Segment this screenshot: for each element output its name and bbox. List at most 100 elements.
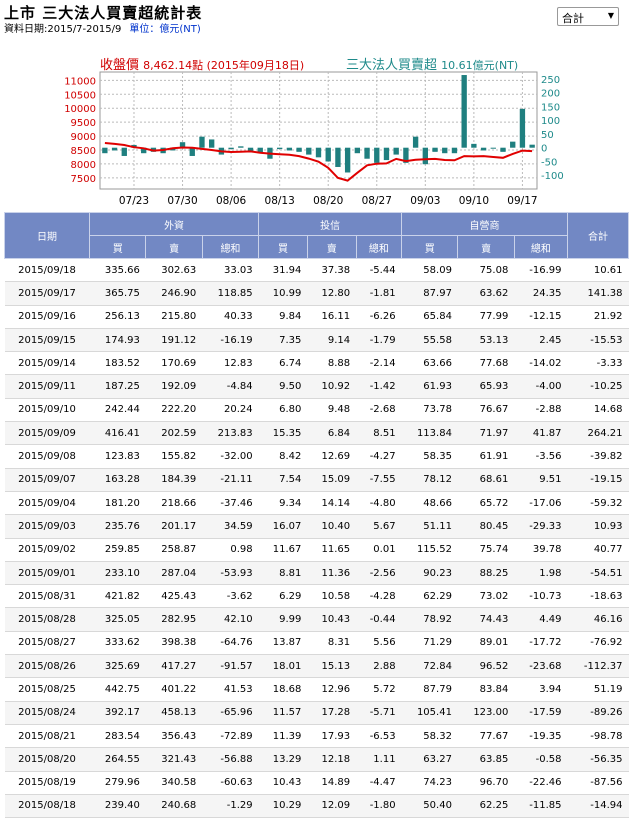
table-cell: 9.99 — [258, 607, 308, 632]
sub-header-net: 總和 — [513, 235, 569, 259]
table-cell-date: 2015/08/25 — [4, 677, 90, 702]
net-bar — [121, 147, 127, 156]
table-cell: 58.32 — [401, 724, 458, 749]
table-cell: -64.76 — [202, 631, 259, 656]
date-range-text: 資料日期:2015/7-2015/9 — [4, 24, 122, 35]
table-cell: 24.35 — [514, 281, 568, 306]
table-cell: -4.84 — [202, 374, 259, 399]
table-cell: 89.01 — [457, 631, 515, 656]
table-cell: 12.80 — [307, 281, 357, 306]
table-cell: -56.88 — [202, 747, 259, 772]
table-cell: 1.11 — [356, 747, 402, 772]
table-cell: 246.90 — [145, 281, 203, 306]
table-cell: 71.29 — [401, 631, 458, 656]
table-cell: 78.92 — [401, 607, 458, 632]
table-cell: 40.77 — [567, 538, 629, 562]
table-cell: -10.73 — [514, 584, 568, 609]
table-cell: -17.06 — [514, 491, 568, 516]
table-cell: 71.97 — [457, 421, 515, 446]
table-cell: 6.29 — [258, 584, 308, 609]
x-tick-label: 08/27 — [362, 195, 392, 207]
institutional-table: 日期 外資 投信 自營商 合計 買 賣 總和 買 賣 總和 買 賣 總和 201… — [4, 212, 629, 818]
table-row: 2015/09/07 163.28 184.39 -21.11 7.54 15.09 -7.… — [4, 468, 629, 492]
table-cell: -5.71 — [356, 701, 402, 725]
table-cell: 96.52 — [457, 654, 515, 679]
table-cell: 83.84 — [457, 677, 515, 702]
table-cell: -72.89 — [202, 724, 259, 749]
table-cell: 75.74 — [457, 538, 515, 562]
table-cell: -2.68 — [356, 398, 402, 423]
period-select[interactable]: 合計 ▼ — [557, 7, 619, 26]
table-cell: 58.35 — [401, 444, 458, 469]
table-cell: 17.28 — [307, 701, 357, 725]
table-cell: 73.02 — [457, 584, 515, 609]
table-cell: -1.79 — [356, 328, 402, 353]
table-cell: 80.45 — [457, 514, 515, 539]
table-cell: 187.25 — [89, 374, 146, 399]
table-cell: 42.10 — [202, 607, 259, 632]
right-tick-label: 0 — [541, 144, 547, 155]
table-cell: 302.63 — [145, 258, 203, 283]
table-row: 2015/08/25 442.75 401.22 41.53 18.68 12.96 5.7… — [4, 677, 629, 702]
table-cell-date: 2015/09/03 — [4, 514, 90, 539]
table-cell-date: 2015/08/24 — [4, 701, 90, 725]
table-cell: 259.85 — [89, 538, 146, 562]
table-cell: -16.99 — [514, 258, 568, 283]
table-cell: 72.84 — [401, 654, 458, 679]
table-cell: -17.59 — [514, 701, 568, 725]
right-tick-label: 200 — [541, 89, 560, 100]
table-cell: 53.13 — [457, 328, 515, 353]
table-cell: 14.68 — [567, 398, 629, 423]
table-cell: 118.85 — [202, 281, 259, 306]
table-cell: -14.02 — [514, 351, 568, 376]
table-cell: 10.58 — [307, 584, 357, 609]
table-sub-header: 買 賣 總和 買 賣 總和 買 賣 總和 — [5, 235, 629, 259]
left-tick-label: 10500 — [64, 90, 96, 101]
table-cell: 90.23 — [401, 561, 458, 586]
table-cell: -91.57 — [202, 654, 259, 679]
table-cell: 8.88 — [307, 351, 357, 376]
table-cell: 73.78 — [401, 398, 458, 423]
table-cell: 10.29 — [258, 794, 308, 818]
left-tick-label: 7500 — [71, 174, 96, 185]
table-cell: 7.54 — [258, 468, 308, 492]
table-cell: 123.83 — [89, 444, 146, 469]
table-row: 2015/08/19 279.96 340.58 -60.63 10.43 14.89 -4… — [4, 771, 629, 795]
net-bar — [296, 147, 302, 152]
x-tick-label: 09/03 — [410, 195, 440, 207]
table-cell: -76.92 — [567, 631, 629, 656]
sub-header-sell: 賣 — [457, 235, 515, 259]
table-cell: 65.93 — [457, 374, 515, 399]
table-cell: -7.55 — [356, 468, 402, 492]
net-bar — [199, 136, 205, 148]
table-cell: -4.80 — [356, 491, 402, 516]
table-cell: 333.62 — [89, 631, 146, 656]
table-cell: -54.51 — [567, 561, 629, 586]
table-cell: -0.44 — [356, 607, 402, 632]
table-cell: -15.53 — [567, 328, 629, 353]
table-cell: 87.79 — [401, 677, 458, 702]
table-cell: -12.15 — [514, 305, 568, 329]
table-row: 2015/08/24 392.17 458.13 -65.96 11.57 17.28 -5… — [4, 701, 629, 725]
table-cell: 442.75 — [89, 677, 146, 702]
table-row: 2015/09/08 123.83 155.82 -32.00 8.42 12.69 -4.… — [4, 444, 629, 469]
net-bar — [383, 147, 390, 161]
table-cell: 356.43 — [145, 724, 203, 749]
table-row: 2015/09/16 256.13 215.80 40.33 9.84 16.11 -6.2… — [4, 305, 629, 329]
table-cell: 425.43 — [145, 584, 203, 609]
table-row: 2015/08/21 283.54 356.43 -72.89 11.39 17.93 -6… — [4, 724, 629, 749]
table-cell-date: 2015/08/31 — [4, 584, 90, 609]
table-cell: 258.87 — [145, 538, 203, 562]
table-cell: 11.65 — [307, 538, 357, 562]
left-tick-label: 11000 — [64, 76, 96, 87]
table-cell: 33.03 — [202, 258, 259, 283]
table-cell: 41.53 — [202, 677, 259, 702]
net-bar — [276, 147, 283, 150]
table-cell: 40.33 — [202, 305, 259, 329]
table-cell: 20.24 — [202, 398, 259, 423]
table-cell: 55.58 — [401, 328, 458, 353]
table-row: 2015/08/27 333.62 398.38 -64.76 13.87 8.31 5.5… — [4, 631, 629, 656]
table-cell: 39.78 — [514, 538, 568, 562]
net-bar — [335, 147, 341, 167]
table-cell: 2.88 — [356, 654, 402, 679]
